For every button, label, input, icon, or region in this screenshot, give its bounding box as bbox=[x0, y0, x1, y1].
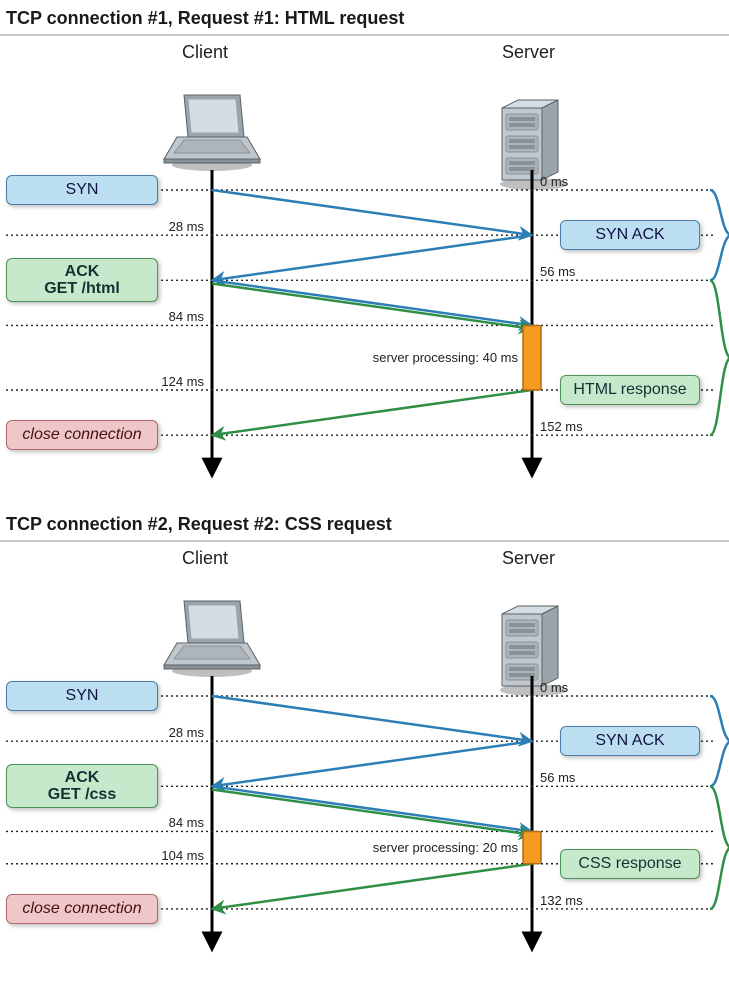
message-text: close connection bbox=[22, 900, 141, 918]
section-title: TCP connection #2, Request #2: CSS reque… bbox=[6, 514, 392, 535]
message-text: close connection bbox=[22, 426, 141, 444]
message-text: SYN ACK bbox=[595, 732, 664, 750]
message-box: ACKGET /html bbox=[6, 258, 158, 302]
timestamp: 0 ms bbox=[540, 174, 568, 189]
message-box: CSS response bbox=[560, 849, 700, 879]
server-processing-label: server processing: 40 ms bbox=[332, 350, 518, 365]
message-box: HTML response bbox=[560, 375, 700, 405]
message-text: HTML response bbox=[573, 381, 686, 399]
section-divider bbox=[0, 540, 729, 542]
message-box: SYN bbox=[6, 175, 158, 205]
section-divider bbox=[0, 34, 729, 36]
client-label: Client bbox=[182, 42, 228, 63]
message-box: SYN ACK bbox=[560, 220, 700, 250]
server-label: Server bbox=[502, 42, 555, 63]
message-box: SYN ACK bbox=[560, 726, 700, 756]
message-text: GET /css bbox=[48, 786, 116, 804]
timestamp: 28 ms bbox=[156, 219, 204, 234]
timestamp: 56 ms bbox=[540, 264, 575, 279]
timestamp: 28 ms bbox=[156, 725, 204, 740]
message-box: SYN bbox=[6, 681, 158, 711]
timestamp: 84 ms bbox=[156, 815, 204, 830]
timestamp: 0 ms bbox=[540, 680, 568, 695]
message-box: ACKGET /css bbox=[6, 764, 158, 808]
section-title: TCP connection #1, Request #1: HTML requ… bbox=[6, 8, 404, 29]
timestamp: 104 ms bbox=[156, 848, 204, 863]
message-text: SYN bbox=[66, 181, 99, 199]
timestamp: 84 ms bbox=[156, 309, 204, 324]
timestamp: 152 ms bbox=[540, 419, 583, 434]
message-text: CSS response bbox=[578, 855, 681, 873]
server-processing-label: server processing: 20 ms bbox=[332, 840, 518, 855]
message-box: close connection bbox=[6, 420, 158, 450]
message-text: ACK bbox=[65, 263, 100, 281]
timestamp: 124 ms bbox=[156, 374, 204, 389]
message-text: SYN bbox=[66, 687, 99, 705]
message-box: close connection bbox=[6, 894, 158, 924]
message-text: SYN ACK bbox=[595, 226, 664, 244]
timestamp: 132 ms bbox=[540, 893, 583, 908]
server-label: Server bbox=[502, 548, 555, 569]
timestamp: 56 ms bbox=[540, 770, 575, 785]
message-text: ACK bbox=[65, 769, 100, 787]
message-text: GET /html bbox=[44, 280, 120, 298]
client-label: Client bbox=[182, 548, 228, 569]
